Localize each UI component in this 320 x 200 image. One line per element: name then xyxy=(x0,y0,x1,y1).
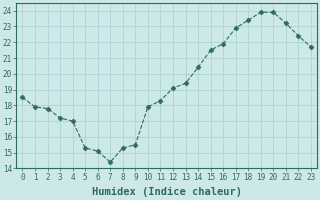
X-axis label: Humidex (Indice chaleur): Humidex (Indice chaleur) xyxy=(92,187,242,197)
